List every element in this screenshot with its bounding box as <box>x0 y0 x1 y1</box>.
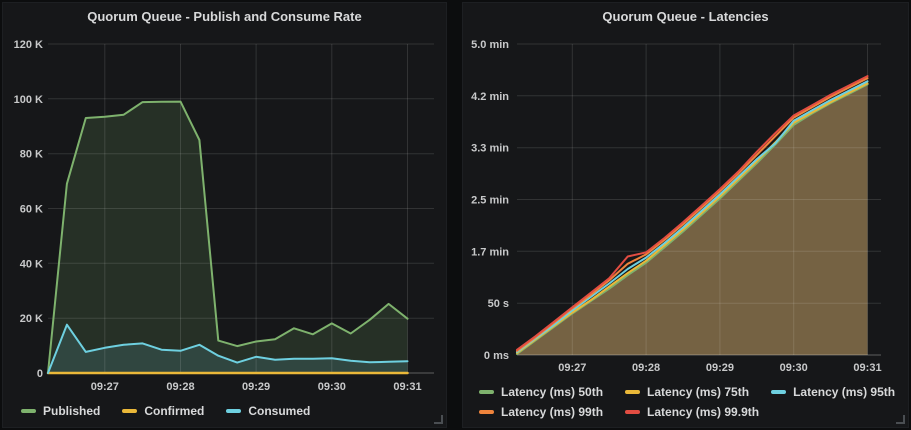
chart-legend: Published Confirmed Consumed <box>3 401 446 420</box>
panel-title[interactable]: Quorum Queue - Latencies <box>602 9 769 24</box>
legend-item-published[interactable]: Published <box>21 404 100 418</box>
y-axis-tick-label: 40 K <box>20 258 43 270</box>
series-fill-published <box>48 101 408 373</box>
series-color-swatch <box>479 409 494 414</box>
y-axis-tick-label: 100 K <box>14 94 43 106</box>
legend-item-p75[interactable]: Latency (ms) 75th <box>625 385 749 399</box>
y-axis-tick-label: 2.5 min <box>471 195 509 207</box>
x-axis-tick-label: 09:30 <box>318 381 346 393</box>
latencies-chart[interactable]: 0 ms 50 s 1.7 min 2.5 min 3.3 min 4.2 min 5.0 … <box>463 3 910 429</box>
publish-consume-rate-chart[interactable]: 0 20 K 40 K 60 K 80 K 100 K 120 K 09:27 09:28 09:… <box>3 3 448 429</box>
x-axis-tick-label: 09:29 <box>706 362 734 374</box>
series-color-swatch <box>625 389 641 394</box>
legend-item-p99[interactable]: Latency (ms) 99th <box>479 405 603 419</box>
chart-legend: Latency (ms) 50th Latency (ms) 75th Latenc… <box>463 382 908 421</box>
x-axis-tick-label: 09:27 <box>558 362 586 374</box>
series-line-p95[interactable] <box>516 80 869 353</box>
x-axis-tick-label: 09:28 <box>166 381 194 393</box>
y-axis-tick-label: 50 s <box>488 298 509 310</box>
legend-label: Published <box>43 403 101 418</box>
series-color-swatch <box>479 389 494 394</box>
legend-item-p95[interactable]: Latency (ms) 95th <box>771 385 895 399</box>
series-line-consumed[interactable] <box>47 323 409 374</box>
series-color-swatch <box>122 408 138 413</box>
series-fill-consumed <box>48 324 408 373</box>
legend-label: Latency (ms) 95th <box>793 384 896 399</box>
series-line-published[interactable] <box>47 100 409 374</box>
x-axis-tick-label: 09:27 <box>91 381 119 393</box>
legend-row: Latency (ms) 50th Latency (ms) 75th Latenc… <box>479 382 908 401</box>
y-axis-tick-label: 20 K <box>20 313 43 325</box>
series-line-p75[interactable] <box>516 82 869 354</box>
legend-label: Latency (ms) 99th <box>501 404 604 419</box>
y-axis-tick-label: 0 ms <box>484 350 509 362</box>
x-axis-tick-label: 09:30 <box>780 362 808 374</box>
y-axis-tick-label: 4.2 min <box>471 91 509 103</box>
legend-item-consumed[interactable]: Consumed <box>226 404 310 418</box>
legend-label: Latency (ms) 99.9th <box>647 404 760 419</box>
y-axis-tick-label: 60 K <box>20 204 43 216</box>
legend-row: Latency (ms) 99th Latency (ms) 99.9th <box>479 402 908 421</box>
series-line-p999[interactable] <box>516 75 869 351</box>
legend-item-p50[interactable]: Latency (ms) 50th <box>479 385 603 399</box>
legend-label: Latency (ms) 75th <box>647 384 750 399</box>
y-axis-tick-label: 120 K <box>14 39 43 51</box>
panel-resize-handle[interactable] <box>896 415 905 424</box>
series-color-swatch <box>21 408 36 413</box>
y-axis-tick-label: 5.0 min <box>471 39 509 51</box>
x-axis-tick-label: 09:31 <box>393 381 421 393</box>
series-fill-p50 <box>517 84 868 356</box>
y-axis-tick-label: 0 <box>37 368 43 380</box>
series-color-swatch <box>625 409 641 414</box>
y-axis-tick-label: 1.7 min <box>471 246 509 258</box>
x-axis-tick-label: 09:31 <box>853 362 881 374</box>
y-axis-tick-label: 80 K <box>20 149 43 161</box>
x-axis-tick-label: 09:29 <box>242 381 270 393</box>
legend-row: Published Confirmed Consumed <box>21 401 446 420</box>
series-color-swatch <box>771 389 787 394</box>
legend-label: Latency (ms) 50th <box>501 384 604 399</box>
legend-item-confirmed[interactable]: Confirmed <box>122 404 204 418</box>
legend-item-p999[interactable]: Latency (ms) 99.9th <box>625 405 759 419</box>
panel-title[interactable]: Quorum Queue - Publish and Consume Rate <box>87 9 362 24</box>
x-axis-tick-label: 09:28 <box>632 362 660 374</box>
series-color-swatch <box>226 408 242 413</box>
legend-label: Confirmed <box>144 403 205 418</box>
panel-resize-handle[interactable] <box>434 415 443 424</box>
y-axis-tick-label: 3.3 min <box>471 143 509 155</box>
legend-label: Consumed <box>248 403 311 418</box>
panel-publish-consume-rate: Quorum Queue - Publish and Consume Rate … <box>2 2 447 428</box>
panel-latencies: Quorum Queue - Latencies 0 ms 50 s 1.7 min… <box>462 2 909 428</box>
